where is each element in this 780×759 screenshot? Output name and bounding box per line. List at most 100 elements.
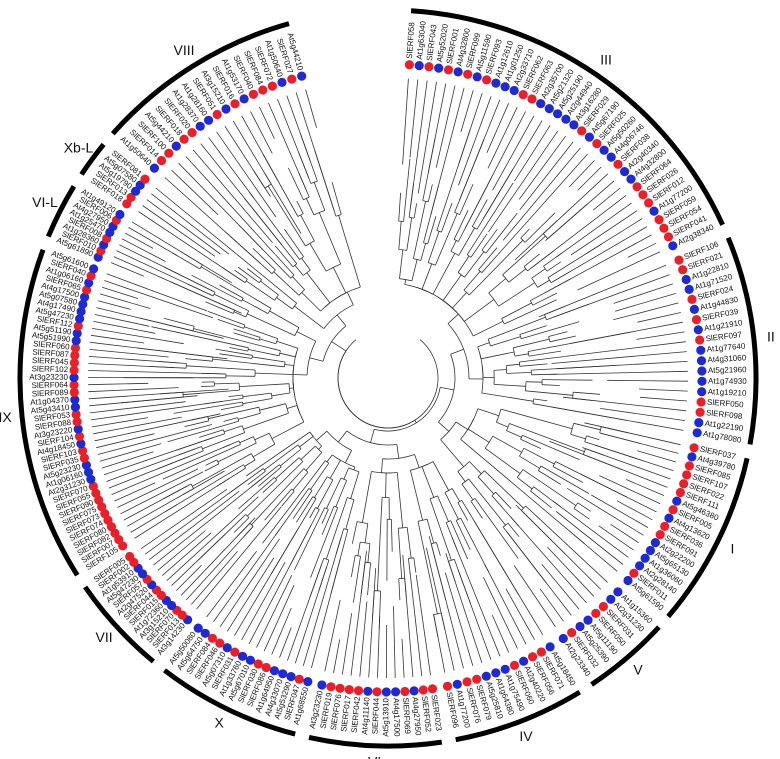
arabidopsis-gene-dot [583,615,593,625]
gene-label: SlERF060 [33,339,71,352]
arabidopsis-gene-dot [650,538,661,548]
arabidopsis-gene-dot [500,664,510,674]
arabidopsis-gene-dot [317,680,327,690]
arabidopsis-gene-dot [73,424,83,434]
arabidopsis-gene-dot [536,99,546,109]
arabidopsis-gene-dot [80,292,90,302]
tomato-gene-dot [644,198,654,208]
tomato-gene-dot [70,343,80,353]
arabidopsis-gene-dot [693,325,703,335]
gene-label: At3g23230 [29,373,68,382]
tomato-gene-dot [654,215,664,225]
arabidopsis-gene-dot [500,82,510,92]
arabidopsis-gene-dot [623,575,633,586]
arabidopsis-gene-dot [239,94,249,104]
tomato-gene-dot [73,321,83,331]
tomato-gene-dot [592,139,602,149]
arabidopsis-gene-dot [363,686,373,696]
arabidopsis-gene-dot [561,114,571,124]
arabidopsis-gene-dot [222,643,232,653]
arabidopsis-gene-dot [221,104,231,114]
arabidopsis-gene-dot [200,628,210,638]
clade-label: Xb-L [64,140,94,156]
arabidopsis-gene-dot [78,299,88,309]
tomato-gene-dot [577,126,587,136]
arabidopsis-gene-dot [453,67,463,77]
tomato-gene-dot [287,74,297,84]
arabidopsis-gene-dot [75,314,85,324]
tomato-gene-dot [69,358,79,368]
arabidopsis-gene-dot [606,152,616,162]
arabidopsis-gene-dot [76,306,86,317]
gene-label: SlERF102 [32,364,69,374]
clade-arc [17,248,80,577]
arabidopsis-gene-dot [575,621,585,632]
tomato-gene-dot [424,62,434,72]
tomato-gene-dot [335,683,345,693]
arabidopsis-gene-dot [245,655,255,665]
arabidopsis-gene-dot [620,167,630,177]
tomato-gene-dot [659,223,669,233]
arabidopsis-gene-dot [171,141,181,151]
group-arcs [17,8,759,749]
gene-label: SlERF050 [707,398,745,410]
gene-label: SlERF053 [33,410,71,423]
arabidopsis-gene-dot [697,366,707,376]
gene-label: At4g31060 [707,353,747,364]
clade-label: IX [0,409,12,425]
gene-label: At5g21960 [708,365,747,375]
arabidopsis-gene-dot [645,545,656,556]
tomato-gene-dot [261,662,271,673]
tomato-gene-dot [462,677,472,687]
tomato-gene-dot [518,90,528,100]
tomato-gene-dot [267,81,277,91]
clade-arc [725,236,759,445]
clade-arc [79,142,106,176]
gene-label: SlERF087 [32,348,70,360]
arabidopsis-gene-dot [509,85,519,96]
arabidopsis-gene-dot [681,274,691,285]
tomato-gene-dot [326,682,336,692]
arabidopsis-gene-dot [599,145,609,155]
arabidopsis-gene-dot [204,115,214,125]
tomato-gene-dot [187,128,197,138]
clade-label: I [731,541,735,557]
arabidopsis-gene-dot [409,686,419,696]
tomato-gene-dot [695,335,705,345]
gene-label: At1g74930 [708,377,747,386]
clade-arc [666,457,750,619]
arabidopsis-gene-dot [286,672,296,682]
tomato-gene-dot [675,487,686,498]
arabidopsis-gene-dot [613,587,623,597]
arabidopsis-gene-dot [689,304,700,314]
arabidopsis-gene-dot [635,561,645,571]
arabidopsis-gene-dot [558,633,568,644]
tomato-gene-dot [536,647,547,657]
clade-arc [162,668,296,737]
arabidopsis-gene-dot [672,496,682,506]
arabidopsis-gene-dot [649,206,659,216]
clade-label: VI [368,754,381,759]
leaf-labels: SlERF058At1g63040SlERF043At5g52020SlERF0… [29,20,747,737]
gene-label: At4g11140 [360,696,371,735]
tomato-gene-dot [207,633,217,643]
tomato-gene-dot [691,315,702,325]
arabidopsis-gene-dot [297,71,307,81]
tomato-gene-dot [125,551,135,562]
arabidopsis-gene-dot [569,120,579,130]
clade-label: II [767,329,775,345]
arabidopsis-gene-dot [544,104,554,114]
gene-label: At4g17500 [392,698,402,737]
tomato-gene-dot [253,659,263,669]
arabidopsis-gene-dot [89,264,99,274]
tomato-gene-dot [591,608,601,619]
tomato-gene-dot [72,417,82,427]
tomato-gene-dot [70,350,80,360]
arabidopsis-gene-dot [83,467,94,477]
arabidopsis-gene-dot [278,669,288,679]
arabidopsis-gene-dot [668,241,678,251]
arabidopsis-gene-dot [664,513,674,523]
tomato-gene-dot [689,443,699,453]
tomato-gene-dot [682,470,692,480]
